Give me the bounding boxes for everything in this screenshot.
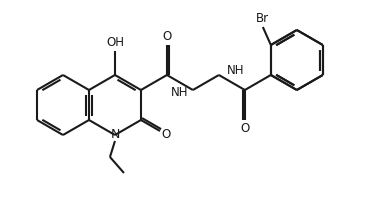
Text: Br: Br bbox=[256, 12, 270, 24]
Text: O: O bbox=[162, 30, 172, 43]
Text: N: N bbox=[110, 128, 120, 141]
Text: NH: NH bbox=[171, 86, 189, 99]
Text: OH: OH bbox=[106, 36, 124, 49]
Text: NH: NH bbox=[227, 65, 244, 78]
Text: O: O bbox=[240, 121, 249, 134]
Text: O: O bbox=[161, 128, 171, 141]
